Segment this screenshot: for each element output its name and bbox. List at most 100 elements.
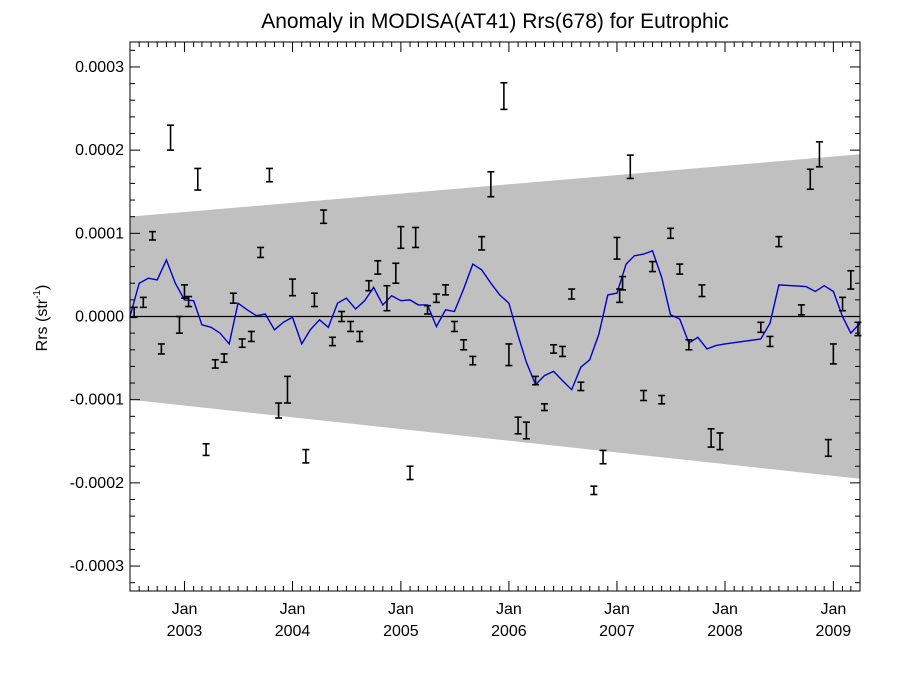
y-tick-label: 0.0003 bbox=[75, 59, 124, 76]
error-bar bbox=[505, 343, 513, 367]
y-axis-label: Rrs (str-1) bbox=[32, 285, 51, 352]
y-tick-label: -0.0003 bbox=[70, 558, 124, 575]
error-bar bbox=[347, 320, 355, 333]
error-bar bbox=[775, 235, 783, 248]
error-bar bbox=[202, 442, 210, 457]
error-bar bbox=[238, 338, 246, 349]
error-bar bbox=[658, 394, 666, 405]
error-bar bbox=[540, 403, 548, 412]
error-bar bbox=[522, 421, 530, 440]
error-bar bbox=[707, 427, 715, 448]
y-tick-label: -0.0002 bbox=[70, 475, 124, 492]
x-tick-label-month: Jan bbox=[172, 601, 198, 618]
error-bar bbox=[685, 338, 693, 351]
error-bar bbox=[847, 269, 855, 290]
error-bar bbox=[613, 236, 621, 260]
error-bar bbox=[392, 262, 400, 285]
y-tick-label: 0.0002 bbox=[75, 142, 124, 159]
error-bar bbox=[157, 343, 165, 355]
error-bar bbox=[590, 485, 598, 496]
error-bar bbox=[365, 279, 373, 292]
error-bar bbox=[374, 259, 382, 275]
error-bar bbox=[220, 353, 228, 364]
error-bar bbox=[175, 315, 183, 334]
error-bar bbox=[130, 306, 138, 319]
error-bar bbox=[194, 167, 202, 191]
x-tick-label-month: Jan bbox=[388, 601, 414, 618]
error-bar bbox=[667, 227, 675, 240]
error-bar bbox=[766, 335, 774, 348]
error-bar bbox=[478, 235, 486, 251]
error-bar bbox=[229, 292, 237, 304]
error-bar bbox=[500, 81, 508, 111]
x-tick-label-month: Jan bbox=[604, 601, 630, 618]
error-bar bbox=[320, 209, 328, 225]
error-bar bbox=[328, 336, 336, 347]
error-bar bbox=[310, 292, 318, 308]
x-tick-label-year: 2003 bbox=[167, 623, 203, 640]
error-bar bbox=[648, 260, 656, 273]
error-bar bbox=[599, 449, 607, 465]
error-bar bbox=[406, 465, 414, 481]
error-bar bbox=[265, 167, 273, 183]
error-bar bbox=[424, 304, 432, 315]
y-tick-label: -0.0001 bbox=[70, 392, 124, 409]
error-bar bbox=[247, 330, 255, 343]
error-bar bbox=[757, 321, 765, 334]
error-bar bbox=[824, 438, 832, 458]
error-bar bbox=[676, 263, 684, 275]
error-bar bbox=[302, 448, 310, 464]
error-bar bbox=[432, 293, 440, 304]
x-tick-label-year: 2009 bbox=[816, 623, 852, 640]
x-tick-label-month: Jan bbox=[712, 601, 738, 618]
error-bar bbox=[815, 141, 823, 168]
error-bar bbox=[412, 226, 420, 249]
error-bar bbox=[716, 432, 724, 451]
error-bar bbox=[211, 358, 219, 369]
error-bar bbox=[532, 375, 540, 386]
x-tick-label-year: 2004 bbox=[275, 623, 311, 640]
error-bar bbox=[356, 330, 364, 343]
chart-title: Anomaly in MODISA(AT41) Rrs(678) for Eut… bbox=[261, 10, 729, 33]
error-bar bbox=[806, 168, 814, 191]
y-tick-label: 0.0000 bbox=[75, 309, 124, 326]
error-bar bbox=[698, 284, 706, 298]
error-bar bbox=[839, 296, 847, 312]
error-bar bbox=[469, 355, 477, 366]
error-bar bbox=[185, 295, 193, 308]
x-tick-label-year: 2006 bbox=[491, 623, 527, 640]
error-bar bbox=[383, 284, 391, 312]
error-bar bbox=[275, 402, 283, 419]
error-bar bbox=[257, 246, 265, 259]
x-tick-label-year: 2005 bbox=[383, 623, 419, 640]
error-bar bbox=[797, 304, 805, 316]
x-tick-label-month: Jan bbox=[280, 601, 306, 618]
error-bar bbox=[514, 416, 522, 435]
error-bar bbox=[640, 389, 648, 402]
error-bar bbox=[180, 284, 188, 300]
x-tick-label-year: 2008 bbox=[707, 623, 743, 640]
error-bar bbox=[397, 225, 405, 250]
error-bar bbox=[829, 343, 837, 365]
error-bar bbox=[626, 154, 634, 180]
error-bar bbox=[148, 230, 156, 241]
error-bar bbox=[450, 320, 458, 333]
error-bar bbox=[568, 288, 576, 300]
error-bar bbox=[139, 296, 147, 309]
plot-area: -0.0003 -0.0002 -0.0001 0.0000 0.0001 0.0002 0… bbox=[70, 41, 862, 640]
error-bar bbox=[338, 310, 346, 323]
error-bar bbox=[558, 345, 566, 358]
x-tick-label-month: Jan bbox=[496, 601, 522, 618]
error-bar bbox=[460, 338, 468, 351]
x-tick-label-month: Jan bbox=[820, 601, 846, 618]
error-bar bbox=[442, 284, 450, 296]
y-tick-label: 0.0001 bbox=[75, 225, 124, 242]
error-bar bbox=[577, 381, 585, 392]
error-bar bbox=[550, 343, 558, 354]
x-tick-label-year: 2007 bbox=[599, 623, 635, 640]
error-bar bbox=[167, 124, 175, 151]
error-bar bbox=[283, 375, 291, 404]
error-bar bbox=[487, 170, 495, 198]
error-bar bbox=[619, 275, 627, 291]
